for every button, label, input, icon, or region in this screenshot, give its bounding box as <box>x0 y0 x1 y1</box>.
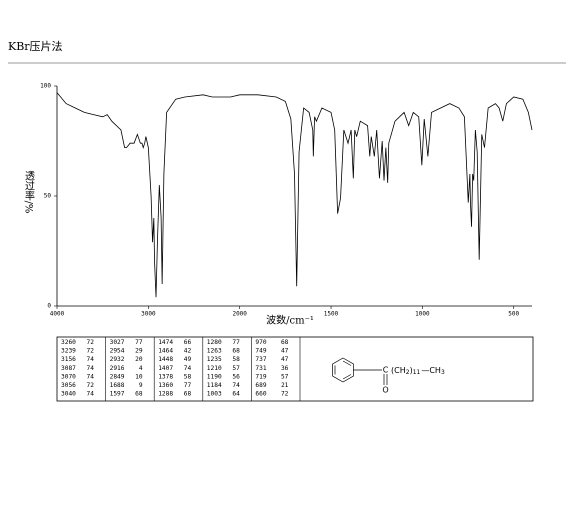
peak-wavenumber: 1184 <box>207 382 222 389</box>
chain-part: (CH <box>391 366 406 375</box>
peak-wavenumber: 1407 <box>158 365 173 372</box>
peak-transmittance: 74 <box>87 373 95 380</box>
peak-transmittance: 72 <box>281 391 289 398</box>
peak-transmittance: 29 <box>135 348 143 355</box>
carbonyl-carbon: C <box>383 366 389 375</box>
x-tick-label: 1000 <box>415 311 430 318</box>
peak-transmittance: 57 <box>281 373 289 380</box>
peak-transmittance: 74 <box>184 365 192 372</box>
peak-transmittance: 9 <box>139 382 143 389</box>
peak-transmittance: 68 <box>184 391 192 398</box>
peak-wavenumber: 749 <box>255 348 266 355</box>
peak-transmittance: 72 <box>87 339 95 346</box>
y-tick-label: 50 <box>44 193 52 200</box>
y-tick-label: 0 <box>47 303 51 310</box>
peak-wavenumber: 737 <box>255 356 266 363</box>
x-tick-label: 500 <box>508 311 519 318</box>
peak-wavenumber: 719 <box>255 373 266 380</box>
peak-wavenumber: 3260 <box>61 339 76 346</box>
y-axis-label: 透过率/% <box>23 170 35 213</box>
peak-wavenumber: 3239 <box>61 348 76 355</box>
peak-transmittance: 74 <box>232 382 240 389</box>
peak-transmittance: 4 <box>139 365 143 372</box>
peak-wavenumber: 1464 <box>158 348 173 355</box>
peak-wavenumber: 2849 <box>110 373 125 380</box>
x-tick-label: 2000 <box>232 311 247 318</box>
peak-transmittance: 72 <box>87 348 95 355</box>
peak-transmittance: 42 <box>184 348 192 355</box>
peak-wavenumber: 2916 <box>110 365 125 372</box>
peak-transmittance: 10 <box>135 373 143 380</box>
peak-wavenumber: 3087 <box>61 365 76 372</box>
peak-wavenumber: 1688 <box>110 382 125 389</box>
peak-wavenumber: 1448 <box>158 356 173 363</box>
peak-wavenumber: 1597 <box>110 391 125 398</box>
spectrum-line <box>56 92 533 298</box>
peak-wavenumber: 2932 <box>110 356 125 363</box>
peak-transmittance: 57 <box>232 365 240 372</box>
peak-transmittance: 68 <box>135 391 143 398</box>
chain-formula: (CH2)11—CH3 <box>391 366 445 376</box>
peak-transmittance: 68 <box>281 339 289 346</box>
chain-subscript: 2 <box>406 369 410 376</box>
peak-transmittance: 58 <box>184 373 192 380</box>
peak-transmittance: 56 <box>232 373 240 380</box>
peak-wavenumber: 3056 <box>61 382 76 389</box>
peak-wavenumber: 1360 <box>158 382 173 389</box>
chain-subscript: 11 <box>413 369 421 376</box>
peak-transmittance: 47 <box>281 348 289 355</box>
ring-double-bond <box>342 374 352 380</box>
peak-transmittance: 64 <box>232 391 240 398</box>
peak-transmittance: 66 <box>184 339 192 346</box>
chain-subscript: 3 <box>441 369 445 376</box>
peak-transmittance: 72 <box>87 382 95 389</box>
peak-transmittance: 68 <box>232 348 240 355</box>
chain-part: ) <box>410 366 413 375</box>
peak-transmittance: 49 <box>184 356 192 363</box>
x-axis-label: 波数/cm⁻¹ <box>266 314 314 327</box>
peak-wavenumber: 1190 <box>207 373 222 380</box>
chain-part: —CH <box>421 366 441 375</box>
peak-wavenumber: 731 <box>255 365 266 372</box>
peak-wavenumber: 1280 <box>207 339 222 346</box>
x-tick-label: 3000 <box>141 311 156 318</box>
x-tick-label: 4000 <box>50 311 65 318</box>
peak-wavenumber: 2954 <box>110 348 125 355</box>
oxygen: O <box>382 386 388 395</box>
peak-transmittance: 47 <box>281 356 289 363</box>
peak-transmittance: 77 <box>232 339 240 346</box>
peak-wavenumber: 3040 <box>61 391 76 398</box>
peak-wavenumber: 1288 <box>158 391 173 398</box>
page-title: KBr压片法 <box>8 39 63 53</box>
peak-transmittance: 20 <box>135 356 143 363</box>
peak-wavenumber: 1263 <box>207 348 222 355</box>
peak-transmittance: 77 <box>184 382 192 389</box>
peak-transmittance: 74 <box>87 356 95 363</box>
x-tick-label: 1500 <box>324 311 339 318</box>
ring-double-bond <box>342 360 352 366</box>
peak-wavenumber: 3027 <box>110 339 125 346</box>
peak-wavenumber: 1378 <box>158 373 173 380</box>
benzene-ring <box>332 357 354 383</box>
peak-wavenumber: 1474 <box>158 339 173 346</box>
peak-wavenumber: 3070 <box>61 373 76 380</box>
peak-transmittance: 36 <box>281 365 289 372</box>
peak-table-frame <box>56 336 534 402</box>
peak-wavenumber: 660 <box>255 391 266 398</box>
peak-wavenumber: 1003 <box>207 391 222 398</box>
peak-transmittance: 77 <box>135 339 143 346</box>
peak-transmittance: 21 <box>281 382 289 389</box>
peak-wavenumber: 970 <box>255 339 266 346</box>
peak-transmittance: 74 <box>87 391 95 398</box>
structure <box>332 357 388 385</box>
peak-wavenumber: 3156 <box>61 356 76 363</box>
peak-wavenumber: 1235 <box>207 356 222 363</box>
peak-transmittance: 58 <box>232 356 240 363</box>
y-tick-label: 100 <box>40 83 51 90</box>
peak-wavenumber: 1210 <box>207 365 222 372</box>
peak-transmittance: 74 <box>87 365 95 372</box>
peak-wavenumber: 689 <box>255 382 266 389</box>
